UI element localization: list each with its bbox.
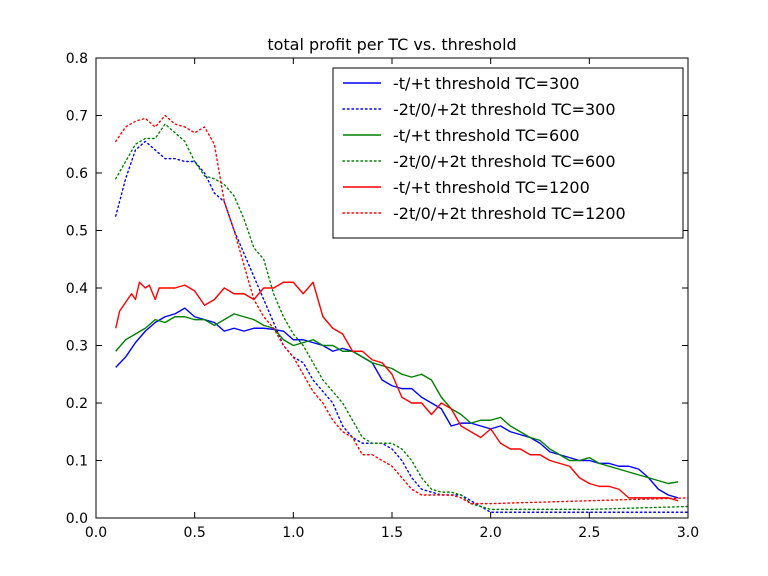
x-tick-label: 1.0 xyxy=(282,525,304,541)
legend-label-1: -t/+t threshold TC=300 xyxy=(393,74,580,93)
series-line-4 xyxy=(115,123,689,511)
legend-box xyxy=(332,67,684,239)
series-line-5 xyxy=(115,281,679,502)
series-line-3 xyxy=(115,313,679,485)
series-line-1 xyxy=(115,307,679,499)
y-tick-label: 0.4 xyxy=(66,281,88,297)
y-tick-label: 0.2 xyxy=(66,396,88,412)
legend-label-3: -t/+t threshold TC=600 xyxy=(393,126,580,145)
x-tick-label: 2.5 xyxy=(578,525,600,541)
y-tick-label: 0.1 xyxy=(66,454,88,470)
x-tick-label: 0.5 xyxy=(184,525,206,541)
y-tick-label: 0.8 xyxy=(66,51,88,67)
legend-label-6: -2t/0/+2t threshold TC=1200 xyxy=(393,204,626,223)
x-tick-label: 3.0 xyxy=(677,525,699,541)
y-tick-label: 0.7 xyxy=(66,109,88,125)
series-layer xyxy=(115,114,689,513)
series-line-6 xyxy=(115,114,689,505)
legend-label-2: -2t/0/+2t threshold TC=300 xyxy=(393,100,616,119)
y-tick-label: 0.6 xyxy=(66,166,88,182)
chart-title: total profit per TC vs. threshold xyxy=(267,35,516,54)
legend-label-5: -t/+t threshold TC=1200 xyxy=(393,178,590,197)
legend-label-4: -2t/0/+2t threshold TC=600 xyxy=(393,152,616,171)
axes-layer: 0.0 0.5 1.0 1.5 2.0 2.5 3.0 0.0 0.1 0.2 0.3 0.4 0.5 0… xyxy=(66,51,699,541)
x-tick-label: 1.5 xyxy=(381,525,403,541)
legend: -t/+t threshold TC=300 -2t/0/+2t threshol… xyxy=(332,67,684,239)
y-tick-label: 0.5 xyxy=(66,224,88,240)
x-tick-label: 0.0 xyxy=(85,525,107,541)
y-tick-label: 0.0 xyxy=(66,511,88,527)
x-tick-label: 2.0 xyxy=(480,525,502,541)
y-tick-label: 0.3 xyxy=(66,339,88,355)
